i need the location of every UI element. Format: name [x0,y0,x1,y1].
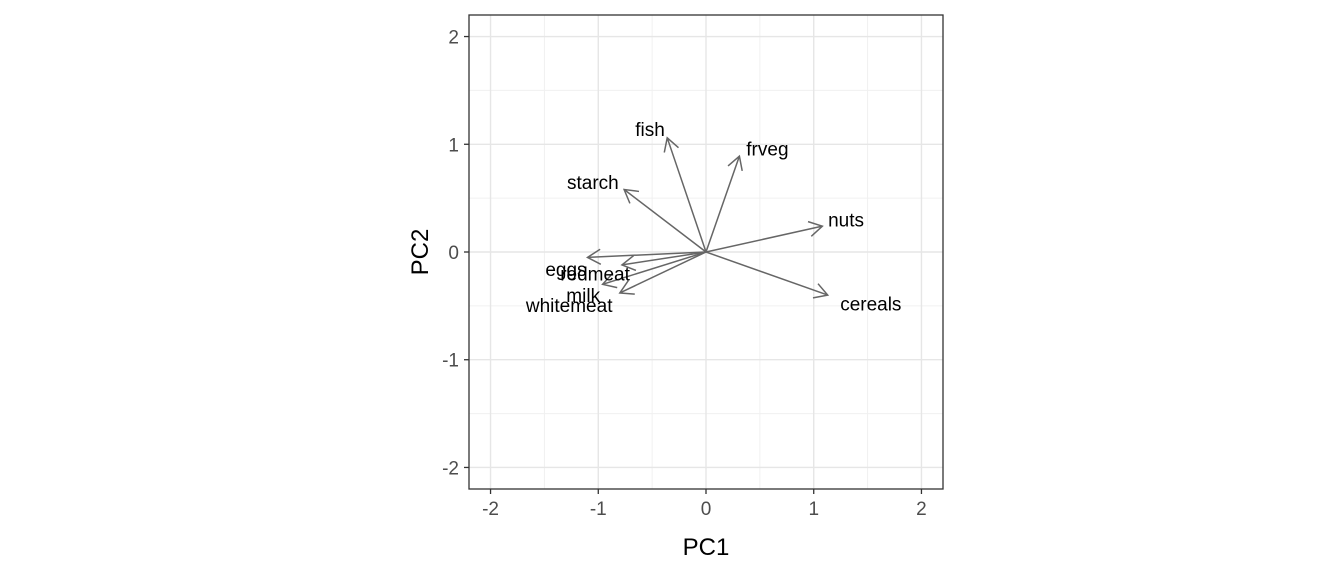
vector-shaft [602,251,707,286]
vector-arrowhead [586,248,602,265]
y-tick-label: 0 [448,243,459,264]
vector-shaft [705,155,741,253]
vector-shaft [587,251,707,259]
grid [469,15,943,489]
vector-shaft [705,251,828,296]
x-tick-label: -1 [590,499,607,520]
y-tick-label: -2 [442,458,459,479]
x-axis-title: PC1 [683,534,730,561]
vector-arrowhead [601,272,618,289]
loading-labels: fish frveg starch nuts eggsredmeatmilkwhitem… [525,120,902,317]
vector-shaft [621,251,707,266]
axes: -2 -1 0 1 2 -2 -1 0 1 2 [442,14,944,520]
vector-arrowhead [812,283,830,299]
loading-vector-whitemeat [618,251,707,295]
vector-label-starch: starch [567,173,619,194]
vector-arrowhead [620,254,637,272]
vector-label-fish: fish [635,120,665,141]
x-tick-label: 2 [916,499,927,520]
vector-arrowhead [727,154,743,171]
loading-vectors [586,136,830,299]
x-tick-label: 1 [808,499,819,520]
loading-vector-nuts [705,220,824,253]
vector-label-eggs: eggs [545,260,586,281]
y-tick-label: 1 [448,135,459,156]
vector-arrowhead [663,136,679,153]
vector-shaft [705,225,823,253]
vector-label-whitemeat: whitemeat [525,296,613,317]
vector-shaft [619,251,707,294]
y-tick-label: -1 [442,351,459,372]
loading-vector-eggs [586,248,707,265]
y-tick-label: 2 [448,28,459,49]
loading-vector-redmeat [620,251,707,272]
vector-label-frveg: frveg [746,140,788,161]
vector-label-milk: milk [566,286,600,307]
y-axis-title: PC2 [407,229,434,276]
vector-shaft [623,188,707,253]
vector-arrowhead [807,220,824,237]
loading-vector-starch [622,188,707,253]
loading-vector-cereals [705,251,830,299]
x-tick-label: -2 [482,499,499,520]
x-tick-label: 0 [701,499,712,520]
vector-label-cereals: cereals [840,295,901,316]
vector-label-redmeat: redmeat [560,265,630,286]
vector-label-nuts: nuts [828,211,864,232]
vector-arrowhead [622,188,640,204]
loading-vector-fish [663,136,707,253]
vector-arrowhead [618,280,635,295]
loading-vector-milk [601,251,707,289]
vector-shaft [666,137,707,253]
loading-vector-frveg [705,154,743,253]
